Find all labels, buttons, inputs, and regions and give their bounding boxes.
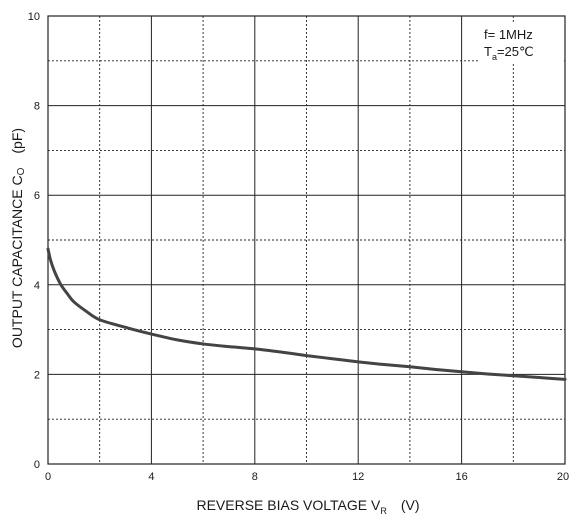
y-tick-label: 0 [34,459,40,471]
y-tick-label: 10 [28,11,40,23]
x-tick-label: 4 [148,471,154,483]
major-grid [48,16,565,464]
x-tick-label: 0 [45,471,51,483]
test-conditions-note: f= 1MHz Ta=25℃ [478,24,562,62]
x-tick-label: 12 [352,471,364,483]
capacitance-curve [46,247,567,381]
frequency-condition: f= 1MHz [484,27,533,42]
y-tick-label: 6 [34,190,40,202]
x-tick-label: 20 [557,471,569,483]
x-axis-label: REVERSE BIAS VOLTAGE VR (V) [196,497,419,516]
x-tick-label: 8 [252,471,258,483]
x-tick-labels: 0 4 8 12 16 20 [45,471,569,483]
y-tick-label: 8 [34,101,40,113]
y-axis-label: OUTPUT CAPACITANCE CO(pF) [9,128,27,348]
y-tick-label: 4 [34,280,40,292]
x-tick-label: 16 [455,471,467,483]
plot-frame [47,15,566,465]
minor-grid [48,16,565,464]
temperature-condition: Ta=25℃ [484,44,534,62]
y-tick-label: 2 [34,369,40,381]
y-tick-labels: 0 2 4 6 8 10 [28,11,40,471]
